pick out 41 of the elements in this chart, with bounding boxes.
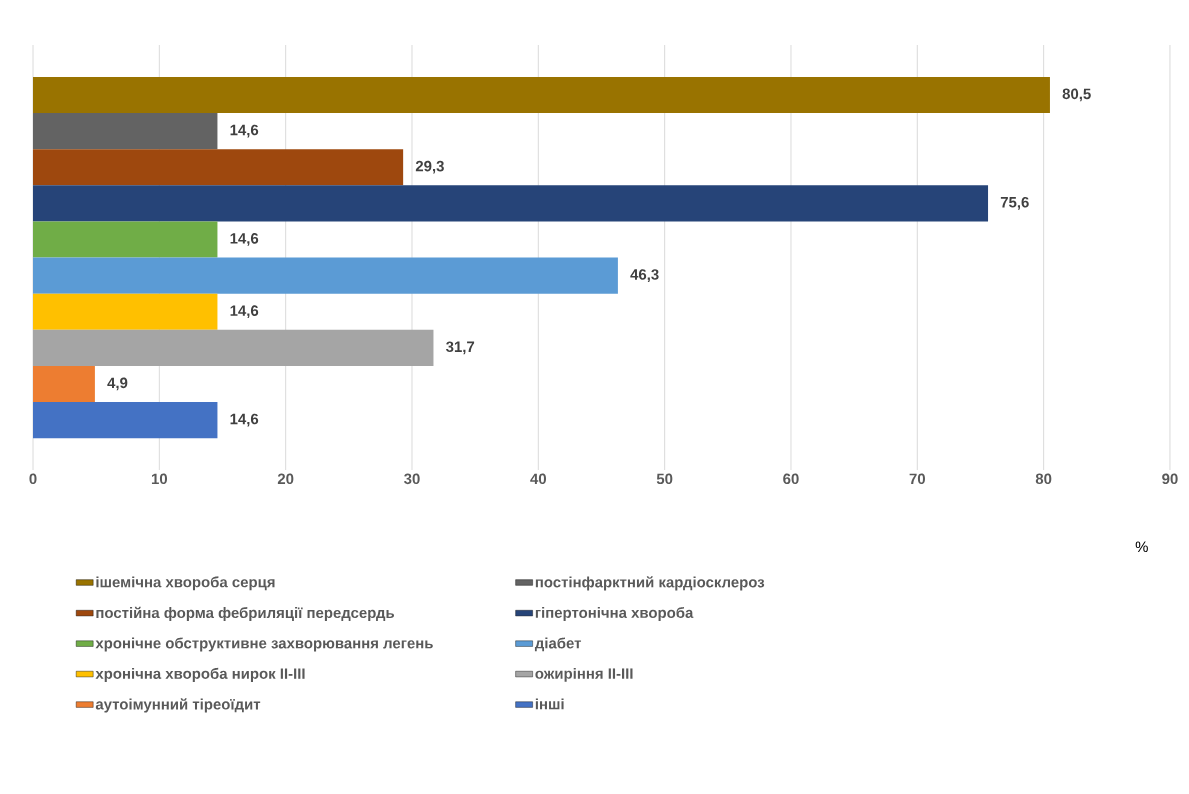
legend-label: діабет — [534, 637, 582, 652]
legend-label: хронічна хвороба нирок ІІ-ІІІ — [95, 667, 305, 682]
legend-label: ішемічна хвороба серця — [96, 576, 275, 591]
legend-label: постійна форма фебриляції передсердь — [96, 606, 395, 622]
data-label: 31,7 — [446, 341, 475, 355]
data-label: 46,3 — [630, 269, 659, 282]
legend-label: аутоімунний тіреоїдит — [95, 698, 261, 713]
legend-label: інші — [535, 698, 564, 710]
x-axis-title: % — [1135, 541, 1148, 552]
x-tick-label: 50 — [656, 473, 673, 485]
bar — [33, 293, 218, 330]
bar — [33, 113, 218, 150]
legend-label: ожиріння ІІ-ІІІ — [535, 667, 633, 682]
bar — [33, 76, 1050, 113]
data-label: 75,6 — [1000, 196, 1029, 210]
x-tick-label: 80 — [1035, 473, 1052, 485]
bar — [33, 365, 95, 402]
bar — [33, 257, 618, 294]
x-tick-label: 70 — [909, 473, 925, 485]
bar — [33, 402, 218, 439]
x-tick-label: 10 — [151, 473, 168, 485]
data-label: 4,9 — [107, 377, 128, 391]
bar — [33, 221, 218, 258]
x-tick-label: 90 — [1162, 473, 1178, 485]
legend-label: гіпертонічна хвороба — [535, 606, 694, 621]
bar — [33, 329, 434, 366]
data-label: 80,5 — [1062, 88, 1091, 102]
x-tick-label: 0 — [29, 473, 37, 485]
x-tick-label: 40 — [530, 473, 546, 485]
data-label: 14,6 — [230, 233, 259, 246]
x-tick-label: 20 — [277, 473, 294, 485]
legend-label: хронічне обструктивне захворювання легень — [95, 637, 433, 652]
data-label: 29,3 — [415, 160, 444, 174]
legend-label: постінфарктний кардіосклероз — [535, 576, 765, 591]
data-label: 14,6 — [230, 124, 259, 138]
bar — [33, 149, 404, 186]
data-label: 14,6 — [230, 305, 259, 319]
bar — [33, 185, 989, 222]
x-tick-label: 30 — [404, 473, 420, 485]
x-tick-label: 60 — [783, 473, 799, 485]
data-label: 14,6 — [230, 413, 259, 427]
